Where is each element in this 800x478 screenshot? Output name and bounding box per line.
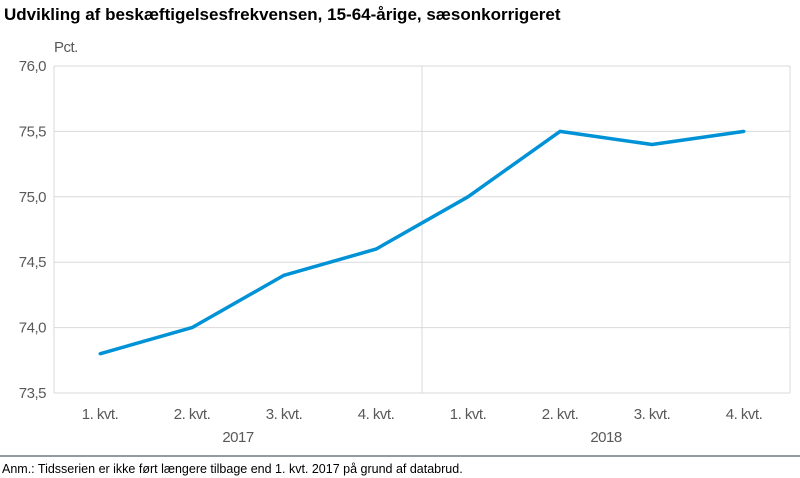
x-tick-label: 1. kvt.: [450, 406, 487, 423]
group-label-2018: 2018: [590, 429, 622, 446]
series-line: [99, 129, 745, 356]
data-point: [374, 247, 378, 251]
y-tick-label: 74,0: [19, 320, 46, 337]
footnote: Anm.: Tidsserien er ikke ført længere ti…: [2, 462, 463, 476]
y-tick-label: 74,5: [19, 254, 46, 271]
y-axis-label: Pct.: [54, 39, 78, 56]
y-tick-label: 76,0: [19, 58, 46, 75]
data-point: [558, 129, 562, 133]
group-label-2017: 2017: [222, 429, 254, 446]
data-point: [650, 142, 654, 146]
x-tick-label: 3. kvt.: [634, 406, 671, 423]
y-tick-label: 75,5: [19, 123, 46, 140]
data-point: [466, 195, 470, 199]
data-point: [98, 352, 102, 356]
x-tick-label: 2. kvt.: [542, 406, 579, 423]
y-tick-label: 73,5: [19, 385, 46, 402]
x-tick-label: 3. kvt.: [266, 406, 303, 423]
x-tick-label: 1. kvt.: [82, 406, 119, 423]
data-point: [282, 273, 286, 277]
data-point: [190, 326, 194, 330]
x-tick-label: 4. kvt.: [726, 406, 763, 423]
x-tick-label: 2. kvt.: [174, 406, 211, 423]
data-point: [742, 129, 746, 133]
chart-title: Udvikling af beskæftigelsesfrekvensen, 1…: [4, 5, 561, 24]
y-tick-label: 75,0: [19, 189, 46, 206]
x-tick-label: 4. kvt.: [358, 406, 395, 423]
